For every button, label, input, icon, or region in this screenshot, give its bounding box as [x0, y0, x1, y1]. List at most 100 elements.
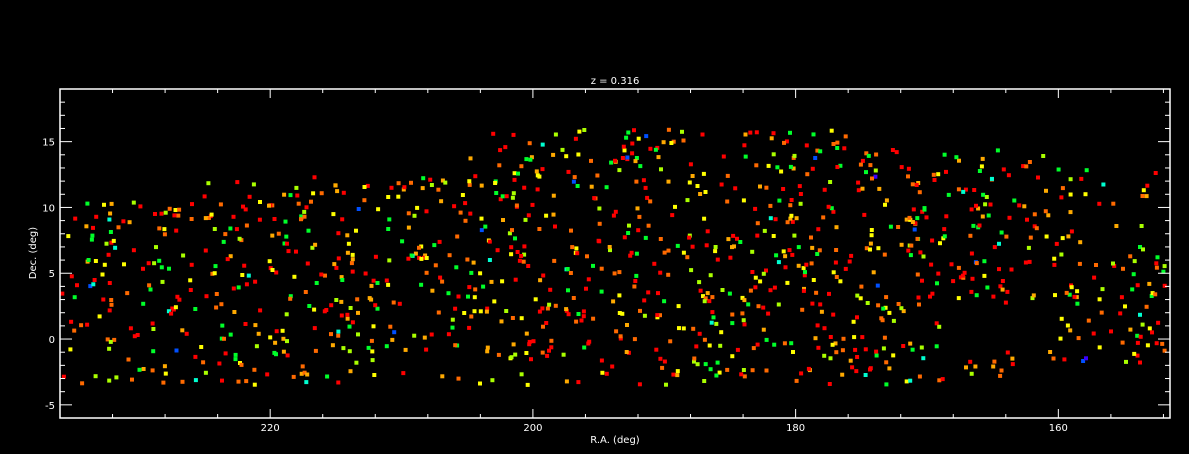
- data-point: [781, 187, 786, 191]
- data-point: [354, 228, 358, 233]
- data-point: [792, 153, 797, 158]
- data-point: [137, 367, 142, 372]
- data-point: [894, 150, 899, 155]
- data-point: [336, 333, 341, 338]
- data-point: [666, 127, 671, 132]
- data-point: [961, 189, 966, 194]
- data-point: [1000, 287, 1005, 292]
- data-point: [1059, 252, 1064, 257]
- data-point: [450, 325, 455, 330]
- data-point: [705, 291, 710, 296]
- data-point: [915, 216, 920, 221]
- data-point: [177, 297, 182, 302]
- data-point: [1153, 171, 1158, 175]
- data-point: [472, 295, 477, 300]
- data-point: [299, 217, 303, 222]
- data-point: [637, 382, 642, 387]
- data-point: [771, 234, 776, 238]
- data-point: [450, 317, 455, 322]
- data-point: [740, 295, 745, 300]
- data-point: [1027, 160, 1032, 164]
- data-point: [467, 179, 472, 184]
- data-point: [220, 378, 224, 383]
- data-point: [725, 199, 730, 204]
- data-point: [372, 373, 377, 377]
- data-point: [1044, 188, 1048, 193]
- data-point: [566, 288, 570, 293]
- data-point: [652, 261, 657, 266]
- data-point: [511, 191, 516, 196]
- data-point: [856, 188, 861, 193]
- data-point: [388, 324, 393, 329]
- data-point: [618, 336, 623, 341]
- data-point: [102, 202, 106, 207]
- data-point: [620, 156, 625, 160]
- data-point: [791, 350, 795, 354]
- data-point: [350, 252, 355, 257]
- data-point: [581, 309, 586, 314]
- data-point: [850, 365, 855, 370]
- data-point: [575, 251, 580, 256]
- data-point: [510, 316, 515, 320]
- data-point: [141, 266, 145, 271]
- data-point: [802, 273, 807, 278]
- data-point: [1022, 204, 1027, 209]
- data-point: [325, 374, 330, 379]
- data-point: [310, 245, 315, 250]
- data-point: [764, 185, 769, 190]
- data-point: [648, 199, 653, 204]
- data-point: [698, 288, 703, 293]
- data-point: [680, 129, 684, 134]
- data-point: [253, 323, 258, 328]
- data-point: [614, 329, 619, 334]
- data-point: [813, 336, 818, 341]
- data-point: [741, 318, 746, 323]
- data-point: [519, 316, 524, 321]
- data-point: [1075, 289, 1080, 294]
- data-point: [1076, 336, 1081, 341]
- data-point: [509, 355, 514, 360]
- data-point: [883, 305, 888, 310]
- data-point: [523, 217, 528, 222]
- data-point: [73, 216, 78, 221]
- data-point: [440, 279, 445, 284]
- data-point: [421, 255, 426, 260]
- data-point: [766, 163, 771, 168]
- data-point: [930, 238, 935, 243]
- data-point: [1135, 353, 1140, 358]
- data-point: [1005, 289, 1010, 294]
- data-point: [730, 245, 734, 250]
- data-point: [371, 278, 376, 283]
- data-point: [789, 198, 794, 202]
- data-point: [564, 307, 569, 312]
- data-point: [313, 348, 318, 353]
- data-point: [454, 265, 459, 270]
- data-point: [288, 193, 293, 198]
- data-point: [818, 149, 823, 154]
- data-point: [272, 217, 277, 221]
- data-point: [858, 162, 863, 167]
- data-point: [617, 168, 622, 173]
- data-point: [479, 228, 484, 233]
- data-point: [981, 192, 986, 197]
- data-point: [922, 207, 927, 212]
- data-point: [1111, 201, 1116, 206]
- data-point: [930, 291, 935, 296]
- data-point: [685, 198, 690, 203]
- data-point: [815, 252, 820, 256]
- data-point: [267, 259, 272, 264]
- data-point: [214, 305, 219, 310]
- data-point: [1119, 295, 1124, 300]
- data-point: [484, 309, 489, 314]
- data-point: [151, 349, 156, 354]
- data-point: [281, 349, 286, 354]
- data-point: [307, 304, 312, 308]
- data-point: [863, 347, 868, 352]
- data-point: [463, 218, 468, 223]
- data-point: [1025, 217, 1029, 222]
- data-point: [1059, 316, 1064, 321]
- data-point: [494, 191, 499, 195]
- data-point: [974, 203, 978, 208]
- data-point: [312, 175, 317, 180]
- data-point: [524, 331, 529, 336]
